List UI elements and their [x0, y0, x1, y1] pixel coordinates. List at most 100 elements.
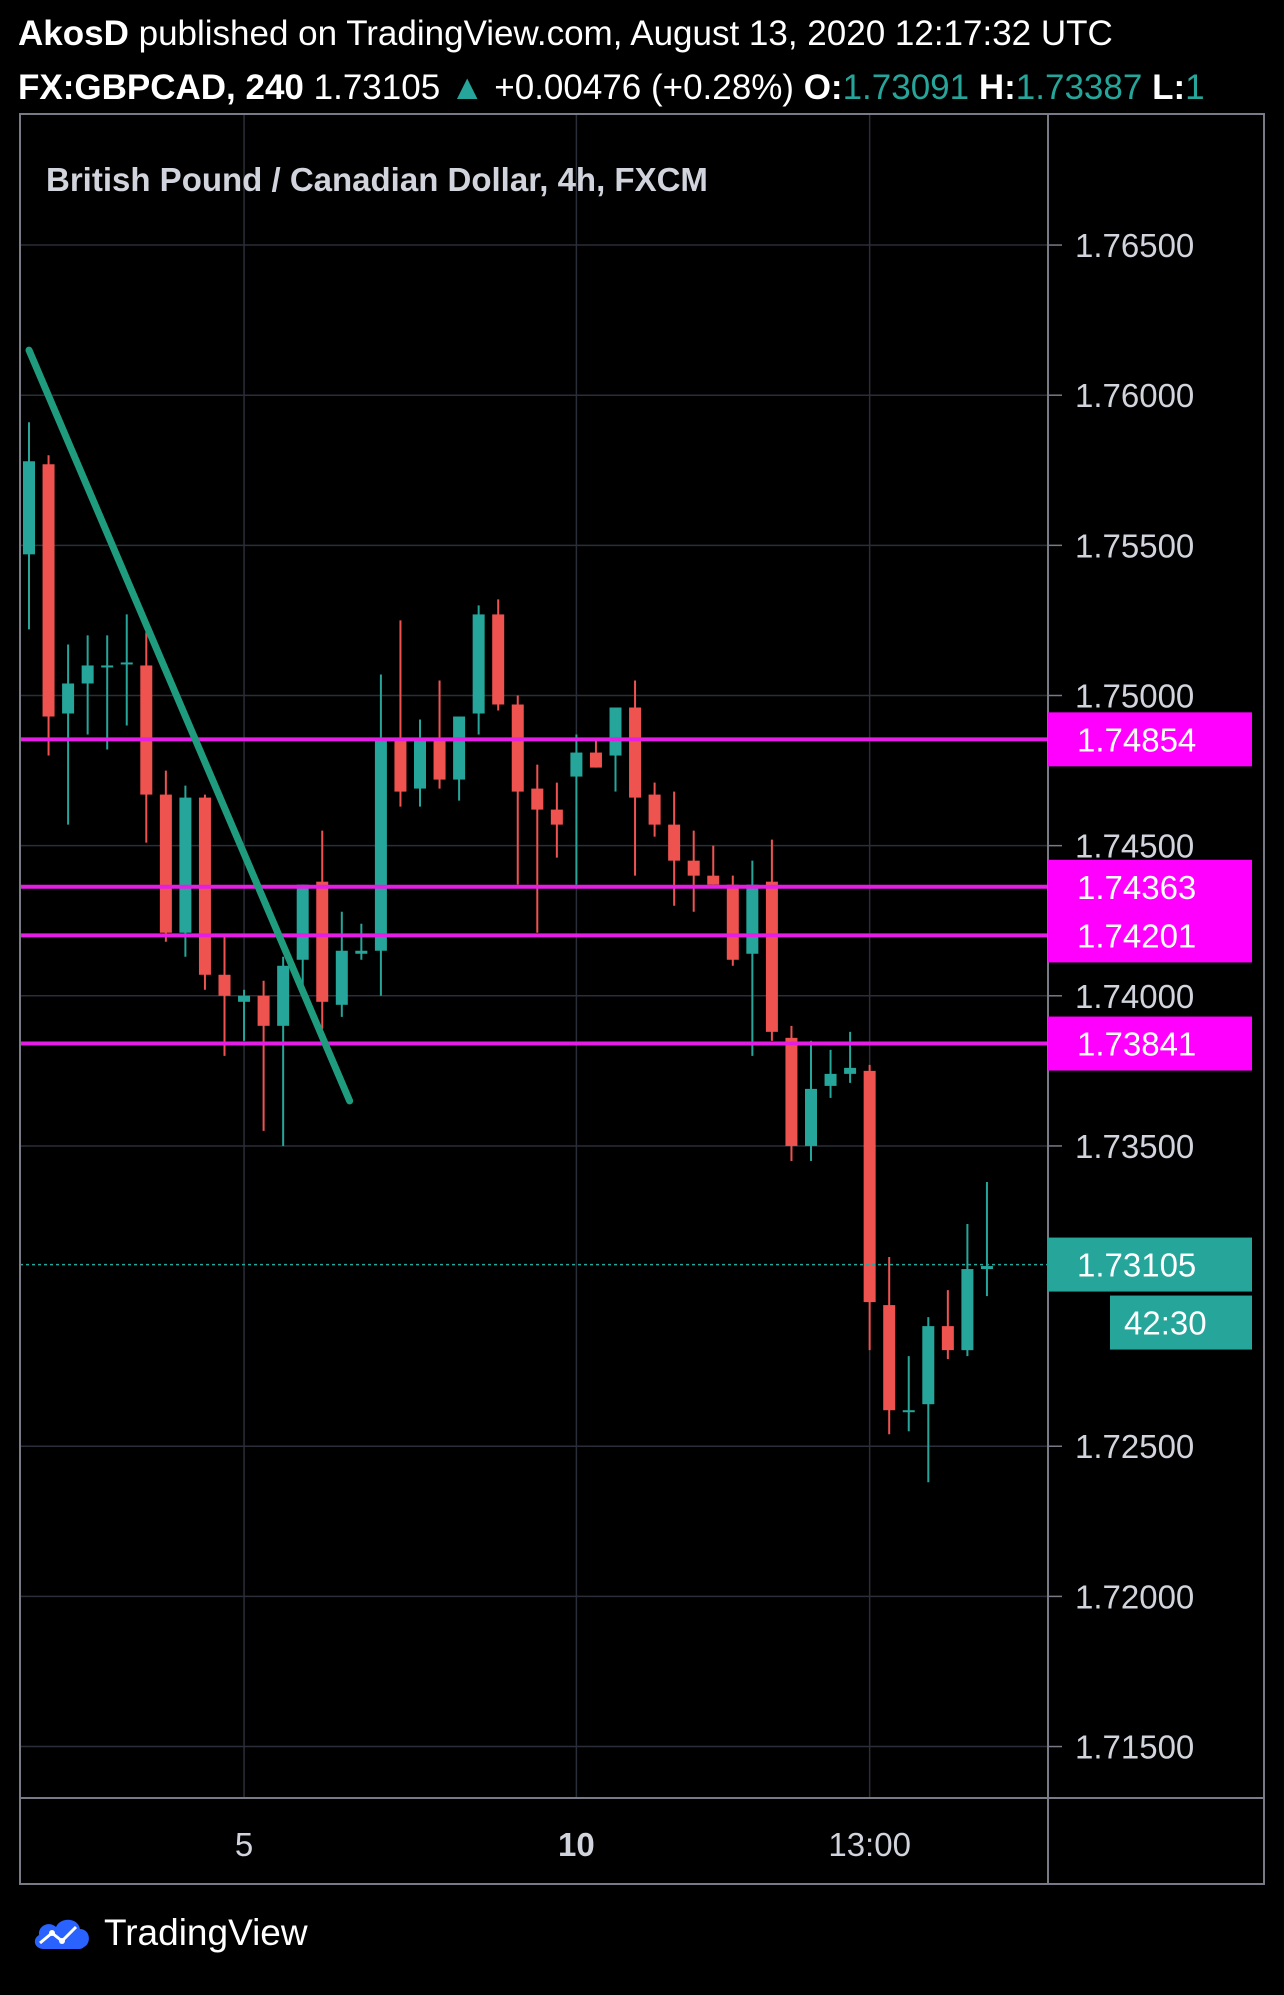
high-value: 1.73387 — [1015, 68, 1143, 107]
candle-body — [472, 614, 485, 714]
price-tick-label: 1.74500 — [1075, 828, 1194, 865]
level-price-badge — [1048, 712, 1252, 767]
price-tick-label: 1.74000 — [1075, 978, 1194, 1015]
candle-body — [961, 1269, 974, 1351]
candle-body — [824, 1073, 837, 1086]
candle-body — [726, 884, 739, 960]
tradingview-cloud-icon — [34, 1919, 89, 1949]
candle-body — [62, 683, 75, 714]
price-tick-label: 1.76000 — [1075, 377, 1194, 414]
candle-body — [81, 665, 94, 684]
candle-body — [629, 707, 642, 798]
level-price-badge — [1048, 908, 1252, 963]
candle-body — [863, 1070, 876, 1303]
tradingview-logo[interactable]: TradingView — [30, 1912, 308, 1954]
candle-body — [492, 614, 505, 705]
price-tick-label: 1.72000 — [1075, 1578, 1194, 1615]
candle-body — [277, 965, 290, 1026]
candle-body — [238, 995, 251, 1002]
candle-body — [140, 665, 153, 795]
change-text: +0.00476 (+0.28%) — [494, 68, 794, 107]
candle-body — [765, 881, 778, 1032]
trendline — [25, 346, 354, 1105]
candle-body — [570, 752, 583, 777]
published-text: published on TradingView.com, August 13,… — [138, 14, 1113, 53]
level-price-badge — [1048, 1016, 1252, 1071]
high-label: H: — [978, 68, 1016, 107]
price-tick-label: 1.71500 — [1075, 1729, 1194, 1766]
candle-body — [785, 1037, 798, 1146]
candle-body — [335, 950, 348, 1005]
candle-body — [101, 665, 114, 668]
candle-body — [648, 794, 661, 825]
time-tick-label: 10 — [558, 1826, 595, 1863]
candle-body — [511, 704, 524, 792]
price-tick-label: 1.73500 — [1075, 1128, 1194, 1165]
candle-body — [42, 464, 55, 717]
chart[interactable]: 1.76500 1.76000 1.75500 1.75000 1.74500 1.740… — [0, 0, 1284, 1900]
candle-body — [355, 950, 368, 954]
price-tick-label: 1.75500 — [1075, 527, 1194, 564]
open-value: 1.73091 — [842, 68, 970, 107]
level-price-badge — [1048, 859, 1252, 914]
last-price-label: 1.73105 — [1077, 1247, 1196, 1284]
candle-body — [120, 662, 133, 665]
candle-body — [844, 1067, 857, 1074]
chart-border — [19, 113, 1265, 1885]
time-tick-label: 13:00 — [828, 1826, 911, 1863]
candle-body — [941, 1326, 954, 1351]
trendline-layer — [20, 346, 1048, 1266]
candle-body — [922, 1326, 935, 1405]
low-value: 1 — [1185, 68, 1205, 107]
candle-body — [296, 884, 309, 960]
candle-body — [316, 881, 329, 1002]
symbol-label: FX:GBPCAD, 240 — [18, 68, 304, 107]
candle-body — [902, 1410, 915, 1413]
candle-body — [746, 884, 759, 954]
candle-body — [159, 794, 172, 933]
candle-body — [668, 824, 681, 861]
candle-body — [453, 716, 466, 780]
last-price-badge — [1048, 1237, 1252, 1292]
candle-body — [414, 740, 426, 789]
price-tick-label: 1.72500 — [1075, 1428, 1194, 1465]
countdown-label: 42:30 — [1124, 1305, 1207, 1342]
up-arrow-icon: ▲ — [449, 68, 485, 107]
price-tick-label: 1.76500 — [1075, 227, 1194, 264]
grid — [20, 114, 1062, 1798]
candle-body — [374, 740, 387, 951]
symbol-info: FX:GBPCAD, 240 1.73105 ▲ +0.00476 (+0.28… — [18, 68, 1205, 108]
candles — [23, 422, 993, 1483]
countdown-badge — [1110, 1295, 1252, 1350]
level-price-label: 1.74854 — [1077, 721, 1196, 758]
horizontal-levels — [20, 737, 1048, 1046]
candle-body — [550, 809, 563, 825]
candle-body — [23, 461, 35, 555]
chart-title: British Pound / Canadian Dollar, 4h, FXC… — [46, 161, 708, 198]
level-price-label: 1.73841 — [1077, 1026, 1196, 1063]
candle-body — [257, 995, 270, 1026]
candle-body — [218, 974, 231, 996]
candle-body — [179, 797, 192, 933]
publish-info: AkosD published on TradingView.com, Augu… — [18, 14, 1113, 54]
axis-labels: 1.76500 1.76000 1.75500 1.75000 1.74500 1.740… — [235, 227, 1252, 1863]
price-tick-label: 1.75000 — [1075, 677, 1194, 714]
candle-body — [980, 1266, 993, 1270]
open-label: O: — [803, 68, 843, 107]
candle-body — [805, 1088, 817, 1146]
candle-body — [707, 875, 720, 885]
candle-body — [433, 740, 446, 780]
low-label: L: — [1152, 68, 1186, 107]
last-price-text: 1.73105 — [313, 68, 441, 107]
author-name[interactable]: AkosD — [18, 14, 129, 53]
footer-brand: TradingView — [104, 1912, 308, 1953]
candle-body — [609, 707, 622, 756]
candle-body — [394, 740, 407, 792]
candle-body — [589, 752, 602, 768]
level-price-label: 1.74201 — [1077, 917, 1196, 954]
chart-frame — [19, 113, 1265, 1885]
candle-body — [883, 1305, 896, 1411]
level-price-label: 1.74363 — [1077, 869, 1196, 906]
candle-body — [531, 788, 544, 810]
time-tick-label: 5 — [235, 1826, 253, 1863]
